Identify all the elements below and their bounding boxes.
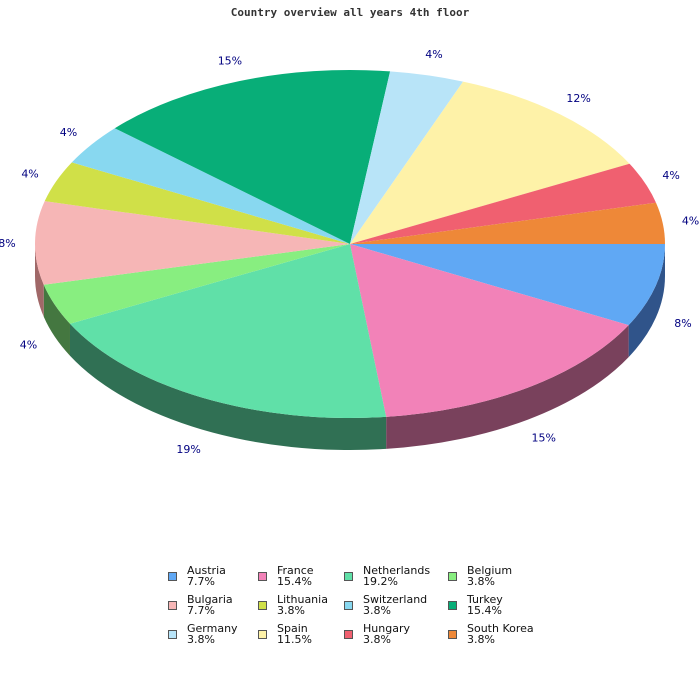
legend-text-spain: Spain 11.5% <box>277 623 312 645</box>
legend-item-netherlands: Netherlands 19.2% <box>344 565 448 587</box>
legend-swatch-germany <box>168 630 177 639</box>
pie-label-switzerland: 4% <box>60 126 77 139</box>
pie-label-lithuania: 4% <box>21 167 38 180</box>
pie-slice-spain[interactable] <box>350 81 630 245</box>
legend-item-hungary: Hungary 3.8% <box>344 623 448 645</box>
legend-name-germany: Germany <box>187 622 238 635</box>
legend-swatch-hungary <box>344 630 353 639</box>
legend-item-turkey: Turkey 15.4% <box>448 594 548 616</box>
legend-item-bulgaria: Bulgaria 7.7% <box>168 594 258 616</box>
legend-text-bulgaria: Bulgaria 7.7% <box>187 594 233 616</box>
pie-slice-turkey[interactable] <box>114 69 391 244</box>
legend-item-south-korea: South Korea 3.8% <box>448 623 548 645</box>
legend-text-france: France 15.4% <box>277 565 314 587</box>
legend-text-hungary: Hungary 3.8% <box>363 623 410 645</box>
legend-name-austria: Austria <box>187 564 226 577</box>
pie-label-germany: 4% <box>425 48 442 61</box>
legend-swatch-spain <box>258 630 267 639</box>
pie-slice-netherlands[interactable] <box>69 244 387 418</box>
legend-swatch-netherlands <box>344 572 353 581</box>
legend-value-hungary: 3.8% <box>363 633 391 646</box>
legend-swatch-south-korea <box>448 630 457 639</box>
legend-value-bulgaria: 7.7% <box>187 604 215 617</box>
legend-value-spain: 11.5% <box>277 633 312 646</box>
pie-slice-france[interactable] <box>350 244 629 417</box>
pie-side-netherlands <box>69 323 387 450</box>
legend-text-switzerland: Switzerland 3.8% <box>363 594 427 616</box>
legend-swatch-austria <box>168 572 177 581</box>
legend-item-spain: Spain 11.5% <box>258 623 344 645</box>
legend-item-switzerland: Switzerland 3.8% <box>344 594 448 616</box>
pie-chart: 8% 15% 19% 4% 8% 4% 4% 15% 4% 12% 4% 4% <box>0 48 699 456</box>
legend-swatch-france <box>258 572 267 581</box>
legend-value-lithuania: 3.8% <box>277 604 305 617</box>
pie-label-bulgaria: 8% <box>0 237 16 250</box>
pie-label-belgium: 4% <box>20 338 37 351</box>
legend-item-france: France 15.4% <box>258 565 344 587</box>
pie-side-austria <box>628 244 665 358</box>
pie-label-spain: 12% <box>566 92 590 105</box>
chart-title: Country overview all years 4th floor <box>230 6 470 19</box>
legend-value-south-korea: 3.8% <box>467 633 495 646</box>
legend-text-austria: Austria 7.7% <box>187 565 226 587</box>
legend-text-germany: Germany 3.8% <box>187 623 238 645</box>
pie-label-netherlands: 19% <box>176 443 200 456</box>
legend-text-lithuania: Lithuania 3.8% <box>277 594 328 616</box>
legend-text-belgium: Belgium 3.8% <box>467 565 512 587</box>
legend-swatch-bulgaria <box>168 601 177 610</box>
pie-slice-bulgaria[interactable] <box>34 201 351 285</box>
pie-side-france <box>386 325 629 449</box>
legend-name-switzerland: Switzerland <box>363 593 428 606</box>
pie-side-belgium <box>43 284 70 356</box>
legend-value-belgium: 3.8% <box>467 575 495 588</box>
legend-item-belgium: Belgium 3.8% <box>448 565 548 587</box>
legend-text-turkey: Turkey 15.4% <box>467 594 503 616</box>
legend-text-south-korea: South Korea 3.8% <box>467 623 534 645</box>
legend-value-turkey: 15.4% <box>467 604 502 617</box>
legend-name-south-korea: South Korea <box>467 622 534 635</box>
legend-value-netherlands: 19.2% <box>363 575 398 588</box>
pie-label-france: 15% <box>532 432 556 445</box>
legend-item-germany: Germany 3.8% <box>168 623 258 645</box>
pie-label-hungary: 4% <box>662 169 679 182</box>
pie-label-austria: 8% <box>674 317 691 330</box>
legend-value-switzerland: 3.8% <box>363 604 391 617</box>
pie-slice-switzerland[interactable] <box>71 128 350 244</box>
legend-swatch-belgium <box>448 572 457 581</box>
pie-side-bulgaria <box>35 244 44 317</box>
legend-name-spain: Spain <box>277 622 308 635</box>
legend: Austria 7.7% France 15.4% Netherlands 19.2% Be… <box>168 565 568 645</box>
legend-name-bulgaria: Bulgaria <box>187 593 233 606</box>
pie-label-south-korea: 4% <box>682 215 699 228</box>
legend-name-france: France <box>277 564 314 577</box>
legend-name-turkey: Turkey <box>467 593 503 606</box>
legend-item-austria: Austria 7.7% <box>168 565 258 587</box>
legend-text-netherlands: Netherlands 19.2% <box>363 565 430 587</box>
pie-slice-germany[interactable] <box>350 71 464 244</box>
legend-value-germany: 3.8% <box>187 633 215 646</box>
legend-name-belgium: Belgium <box>467 564 513 577</box>
legend-swatch-lithuania <box>258 601 267 610</box>
legend-name-netherlands: Netherlands <box>363 564 431 577</box>
legend-item-lithuania: Lithuania 3.8% <box>258 594 344 616</box>
legend-name-lithuania: Lithuania <box>277 593 328 606</box>
pie-slice-lithuania[interactable] <box>44 162 351 244</box>
pie-slice-south-korea[interactable] <box>350 202 665 244</box>
legend-swatch-turkey <box>448 601 457 610</box>
pie-slice-hungary[interactable] <box>350 163 657 244</box>
legend-value-austria: 7.7% <box>187 575 215 588</box>
pie-slice-austria[interactable] <box>350 244 665 326</box>
pie-label-turkey: 15% <box>218 54 242 67</box>
legend-value-france: 15.4% <box>277 575 312 588</box>
pie-slice-belgium[interactable] <box>43 244 351 324</box>
legend-swatch-switzerland <box>344 601 353 610</box>
legend-name-hungary: Hungary <box>363 622 410 635</box>
